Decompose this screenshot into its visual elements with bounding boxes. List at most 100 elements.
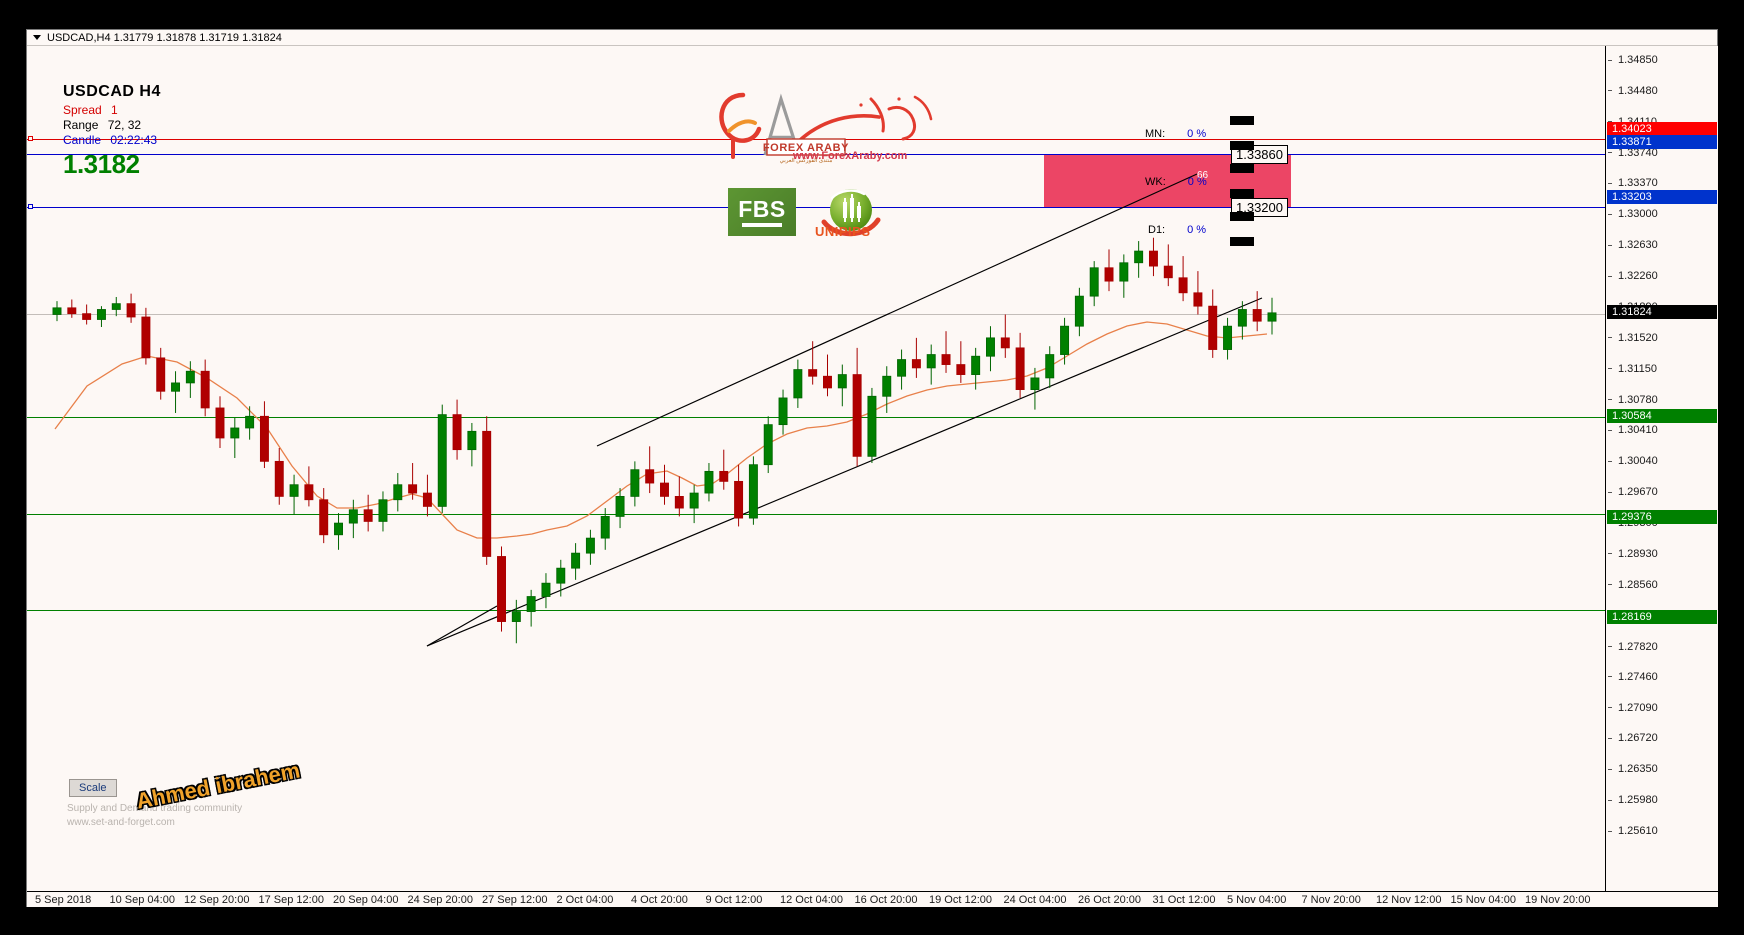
price-tick: 1.31520 [1606,332,1718,344]
candle-body [1237,309,1247,327]
candle-body [1000,337,1010,349]
price-tick: 1.30040 [1606,455,1718,467]
strength-bar-mn-top [1230,116,1254,125]
candle-body [289,484,299,497]
candle-body [408,484,418,494]
candle-body [348,509,358,524]
candle-body [393,484,403,501]
info-row-spread: Spread 1 [63,103,161,118]
price-badge-black[interactable]: 1.31824 [1607,305,1717,320]
time-tick-label: 10 Sep 04:00 [109,894,175,906]
candle-body [897,359,907,377]
candle-body [378,499,388,522]
chevron-down-icon[interactable] [33,35,41,40]
candle-body [763,424,773,466]
price-tick-label: 1.25610 [1618,825,1658,837]
credit-line-1: Supply and Demand trading community [67,803,243,814]
candle-body [452,414,462,451]
candle-body [541,582,551,597]
time-scale[interactable]: 5 Sep 2018 10 Sep 04:00 12 Sep 20:00 17 Sep… [27,891,1718,907]
strength-bar-wk-top [1230,164,1254,173]
price-badge-green[interactable]: 1.30584 [1607,408,1717,423]
candle-group [52,237,1277,644]
candle-body [1148,250,1158,267]
price-tick: 1.34480 [1606,85,1718,97]
info-candle-label: Candle [63,133,102,147]
supply-zone-count-label: 66 [1197,170,1209,181]
strength-bar-wk-bottom [1230,189,1254,198]
price-tick-label: 1.26720 [1618,732,1658,745]
candle-body [571,552,581,569]
scale-button[interactable]: Scale [69,779,117,797]
time-tick-label: 24 Oct 04:00 [1003,894,1067,906]
price-tick-label: 1.33370 [1618,177,1658,190]
chart-info-block: USDCAD H4 Spread 1 Range 72, 32 Candle 0… [63,83,161,180]
price-badge-green[interactable]: 1.28169 [1607,610,1717,625]
time-tick-label: 7 Nov 20:00 [1301,894,1361,906]
candle-body [630,469,640,497]
price-scale[interactable]: 1.348501.344801.341101.337401.333701.330… [1605,46,1718,891]
candle-body [319,499,329,536]
candle-body [274,460,284,497]
price-tick: 1.32630 [1606,239,1718,251]
price-tick: 1.31150 [1606,363,1718,375]
candle-body [1060,325,1070,355]
candle-body [1252,309,1262,322]
candle-body [82,313,92,320]
chart-title-bar[interactable]: USDCAD,H4 1.31779 1.31878 1.31719 1.3182… [27,30,1717,46]
time-tick-label: 19 Oct 12:00 [929,894,992,906]
candle-body [882,375,892,397]
strength-label-d1: D1: [1148,224,1166,236]
price-badge-blue[interactable]: 1.33203 [1607,190,1717,205]
candle-body [837,374,847,389]
candle-body [734,480,744,519]
price-badge-green[interactable]: 1.29376 [1607,509,1717,524]
price-tick-label: 1.27460 [1618,670,1658,683]
candle-body [808,369,818,377]
candle-body [911,359,921,369]
candle-body [1178,277,1188,294]
candle-body [1208,305,1218,350]
price-tick-label: 1.33000 [1618,208,1658,221]
fbs-logo: FBS [728,188,796,236]
candle-body [689,492,699,509]
anchor-handle-supply[interactable] [28,204,33,209]
unipips-logo [821,189,881,237]
time-tick-label: 31 Oct 12:00 [1152,894,1216,906]
time-tick-label: 19 Nov 20:00 [1525,894,1591,906]
price-tick: 1.25980 [1606,794,1718,806]
time-tick-label: 27 Sep 12:00 [482,894,548,906]
candle-body [1223,325,1233,350]
strength-label-mn: MN: [1145,128,1166,140]
info-row-candle: Candle 02:22:43 [63,133,161,148]
price-tick-label: 1.27090 [1618,701,1658,714]
candle-body [1119,262,1129,282]
price-badge-red[interactable]: 1.34023 [1607,122,1717,136]
credit-line-2: www.set-and-forget.com [67,817,175,828]
candle-body [778,397,788,426]
price-badge-blue[interactable]: 1.33871 [1607,134,1717,149]
candle-body [1045,354,1055,379]
time-tick-label: 5 Sep 2018 [35,894,92,906]
price-tick: 1.33370 [1606,177,1718,189]
candle-body [600,516,610,539]
anchor-handle-resistance[interactable] [28,136,33,141]
price-tick: 1.30780 [1606,394,1718,406]
chart-plot-area[interactable]: 66 1.33860 1.33200 MN: 0 % [27,46,1605,891]
info-candle-value: 02:22:43 [110,133,158,147]
info-spread-value: 1 [111,103,118,117]
candle-body [422,492,432,507]
candle-body [259,415,269,462]
price-tick-label: 1.25980 [1618,794,1658,807]
candle-body [52,307,62,315]
price-tick-label: 1.26350 [1618,763,1658,776]
strength-row-d1: D1: 0 % [1148,224,1206,236]
time-tick-label: 2 Oct 04:00 [556,894,614,906]
strength-value-wk: 0 % [1187,176,1207,188]
candle-body [674,495,684,509]
candle-body [304,484,314,501]
level-line-supply-bottom [27,207,1605,208]
price-tick: 1.29670 [1606,486,1718,498]
candle-body [615,495,625,517]
candle-body [1104,267,1114,282]
